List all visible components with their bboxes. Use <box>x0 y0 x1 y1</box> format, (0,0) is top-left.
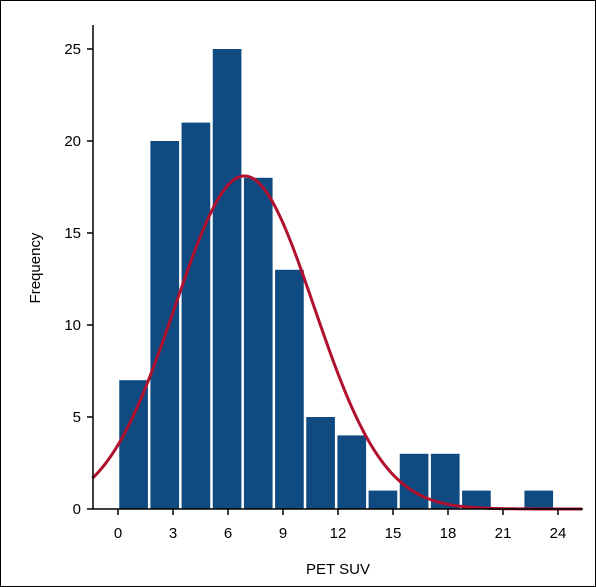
histogram-bar <box>275 269 304 509</box>
histogram-bar <box>337 435 367 509</box>
y-axis-ticks: 0 5 10 15 20 25 <box>64 41 93 518</box>
histogram-bar <box>368 490 398 509</box>
histogram-bar <box>243 177 273 510</box>
y-tick-label: 0 <box>73 501 81 518</box>
histogram-bar <box>524 490 554 509</box>
x-axis-ticks: 0 3 6 9 12 15 18 21 24 <box>114 509 567 542</box>
histogram-bar <box>399 453 429 509</box>
x-tick-label: 21 <box>495 525 512 542</box>
x-tick-label: 6 <box>224 525 232 542</box>
x-tick-label: 9 <box>279 525 287 542</box>
histogram-bars <box>119 49 554 510</box>
x-tick-label: 3 <box>169 525 177 542</box>
histogram-bar <box>119 380 148 509</box>
y-tick-label: 5 <box>73 409 81 426</box>
y-tick-label: 25 <box>64 41 81 58</box>
histogram-bar <box>462 490 491 509</box>
x-tick-label: 15 <box>385 525 402 542</box>
y-tick-label: 20 <box>64 133 81 150</box>
histogram-bar <box>212 49 242 509</box>
y-axis-label: Frequency <box>27 232 44 303</box>
x-tick-label: 0 <box>114 525 122 542</box>
x-tick-label: 24 <box>550 525 567 542</box>
x-tick-label: 18 <box>440 525 457 542</box>
histogram-bar <box>306 417 335 509</box>
y-tick-label: 15 <box>64 225 81 242</box>
y-tick-label: 10 <box>64 317 81 334</box>
histogram-bar <box>150 141 180 509</box>
x-tick-label: 12 <box>330 525 347 542</box>
x-axis-label: PET SUV <box>306 561 370 578</box>
histogram-bar <box>181 122 211 509</box>
